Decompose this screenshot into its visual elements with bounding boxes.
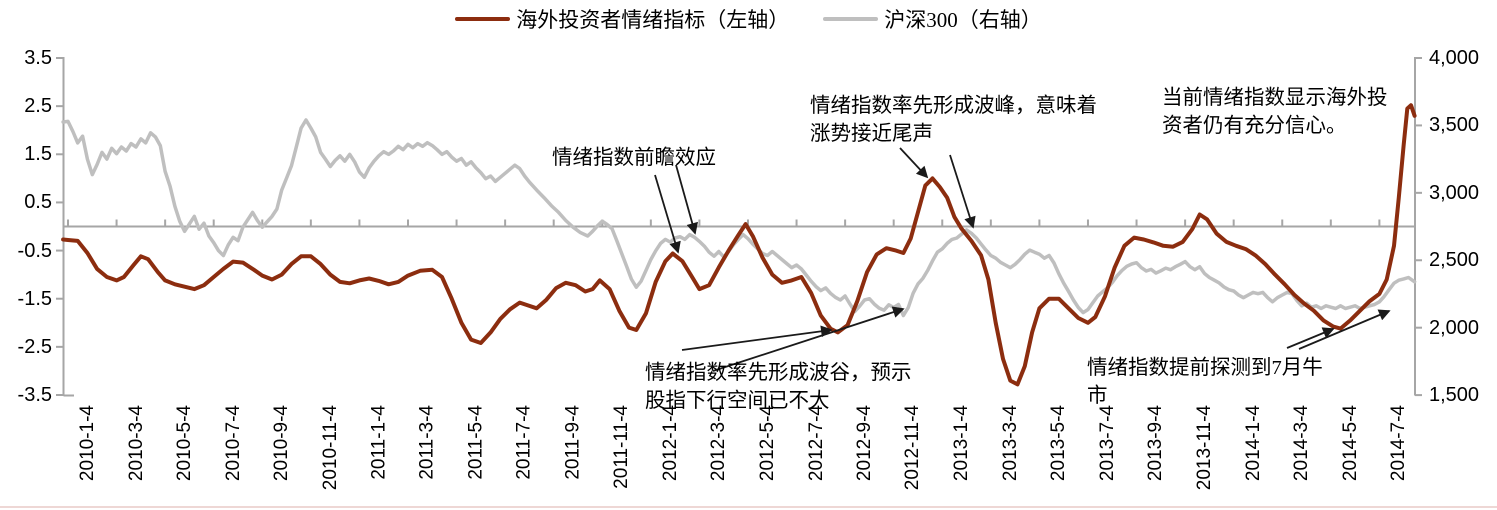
y-left-tick-label: 0.5	[24, 191, 52, 214]
annotation-peak: 情绪指数率先形成波峰，意味着涨势接近尾声	[810, 95, 1097, 145]
x-axis-tick-label: 2014-7-4	[1388, 405, 1410, 482]
x-axis-tick-label: 2011-1-4	[368, 405, 390, 480]
x-axis-tick-label: 2011-7-4	[514, 405, 536, 480]
annotation-arrow	[654, 174, 681, 254]
x-axis-tick-label: 2013-3-4	[999, 405, 1021, 482]
y-left-tick-label: -1.5	[17, 287, 52, 310]
x-axis-tick-label: 2012-1-4	[659, 405, 681, 482]
x-axis-tick-label: 2013-9-4	[1145, 405, 1167, 482]
x-axis-tick-label: 2012-7-4	[805, 405, 827, 482]
y-right-tick-label: 1,500	[1429, 384, 1480, 407]
csi300-line-swatch	[823, 17, 879, 21]
annotation-arrow	[712, 306, 905, 372]
legend-label-csi300: 沪深300（右轴）	[884, 8, 1042, 32]
y-left-tick-label: -2.5	[17, 335, 52, 358]
annotation-lookahead: 情绪指数前瞻效应	[552, 147, 716, 169]
chart-legend: 海外投资者情绪指标（左轴） 沪深300（右轴）	[0, 4, 1497, 34]
legend-label-sentiment: 海外投资者情绪指标（左轴）	[516, 8, 790, 32]
x-axis-tick-label: 2010-7-4	[222, 405, 244, 482]
legend-item-sentiment: 海外投资者情绪指标（左轴）	[455, 4, 789, 34]
legend-item-csi300: 沪深300（右轴）	[823, 4, 1042, 34]
x-axis-tick-label: 2013-5-4	[1048, 405, 1070, 482]
y-right-tick-label: 2,500	[1429, 249, 1480, 272]
x-axis-tick-label: 2012-5-4	[756, 405, 778, 482]
x-axis-tick-label: 2011-9-4	[562, 405, 584, 480]
annotation-confidence: 当前情绪指数显示海外投资者仍有充分信心。	[1162, 87, 1388, 137]
y-right-tick-label: 3,000	[1429, 181, 1480, 204]
annotation-arrow	[675, 164, 698, 235]
annotation-arrow	[949, 154, 976, 229]
x-axis-tick-label: 2012-3-4	[708, 405, 730, 482]
bottom-divider	[0, 506, 1497, 508]
y-left-tick-label: 1.5	[24, 143, 52, 166]
y-left-tick-label: 3.5	[24, 47, 52, 69]
x-axis-tick-label: 2011-3-4	[417, 405, 438, 480]
x-axis-tick-label: 2011-5-4	[465, 405, 487, 480]
series-sentiment-line	[61, 103, 1417, 387]
y-left-tick-label: -3.5	[17, 383, 52, 406]
x-axis-tick-label: 2012-9-4	[854, 405, 876, 482]
x-axis-tick-label: 2010-1-4	[77, 405, 98, 482]
y-left-tick-label: -0.5	[17, 239, 52, 262]
annotation-trough: 情绪指数率先形成波谷，预示股指下行空间已不大	[645, 362, 912, 412]
annotation-arrow	[1286, 327, 1335, 349]
sentiment-line-swatch	[455, 17, 511, 21]
annotation-arrow	[899, 147, 929, 179]
series-csi300-line	[61, 118, 1417, 318]
x-axis-tick-label: 2010-11-4	[319, 405, 341, 491]
x-axis-tick-label: 2013-7-4	[1096, 405, 1118, 482]
x-axis-tick-label: 2010-3-4	[125, 405, 147, 482]
x-axis-tick-label: 2013-1-4	[951, 405, 973, 482]
x-axis-tick-label: 2013-11-4	[1194, 405, 1216, 491]
x-axis-tick-label: 2014-3-4	[1291, 405, 1313, 482]
x-axis-tick-label: 2010-9-4	[271, 405, 293, 482]
annotation-arrow	[681, 325, 833, 351]
y-left-tick-label: 2.5	[24, 95, 52, 118]
x-axis-tick-label: 2014-1-4	[1242, 405, 1264, 482]
annotation-bull: 情绪指数提前探测到7月牛市	[1087, 357, 1323, 407]
y-right-tick-label: 2,000	[1429, 316, 1480, 339]
x-axis-tick-label: 2012-11-4	[902, 405, 924, 491]
x-axis-tick-label: 2014-5-4	[1339, 405, 1361, 482]
x-axis-tick-label: 2011-11-4	[611, 405, 633, 489]
x-axis-tick-label: 2010-5-4	[174, 405, 196, 482]
annotation-arrow	[1298, 309, 1391, 350]
y-right-tick-label: 4,000	[1429, 47, 1480, 69]
y-right-tick-label: 3,500	[1429, 114, 1480, 137]
